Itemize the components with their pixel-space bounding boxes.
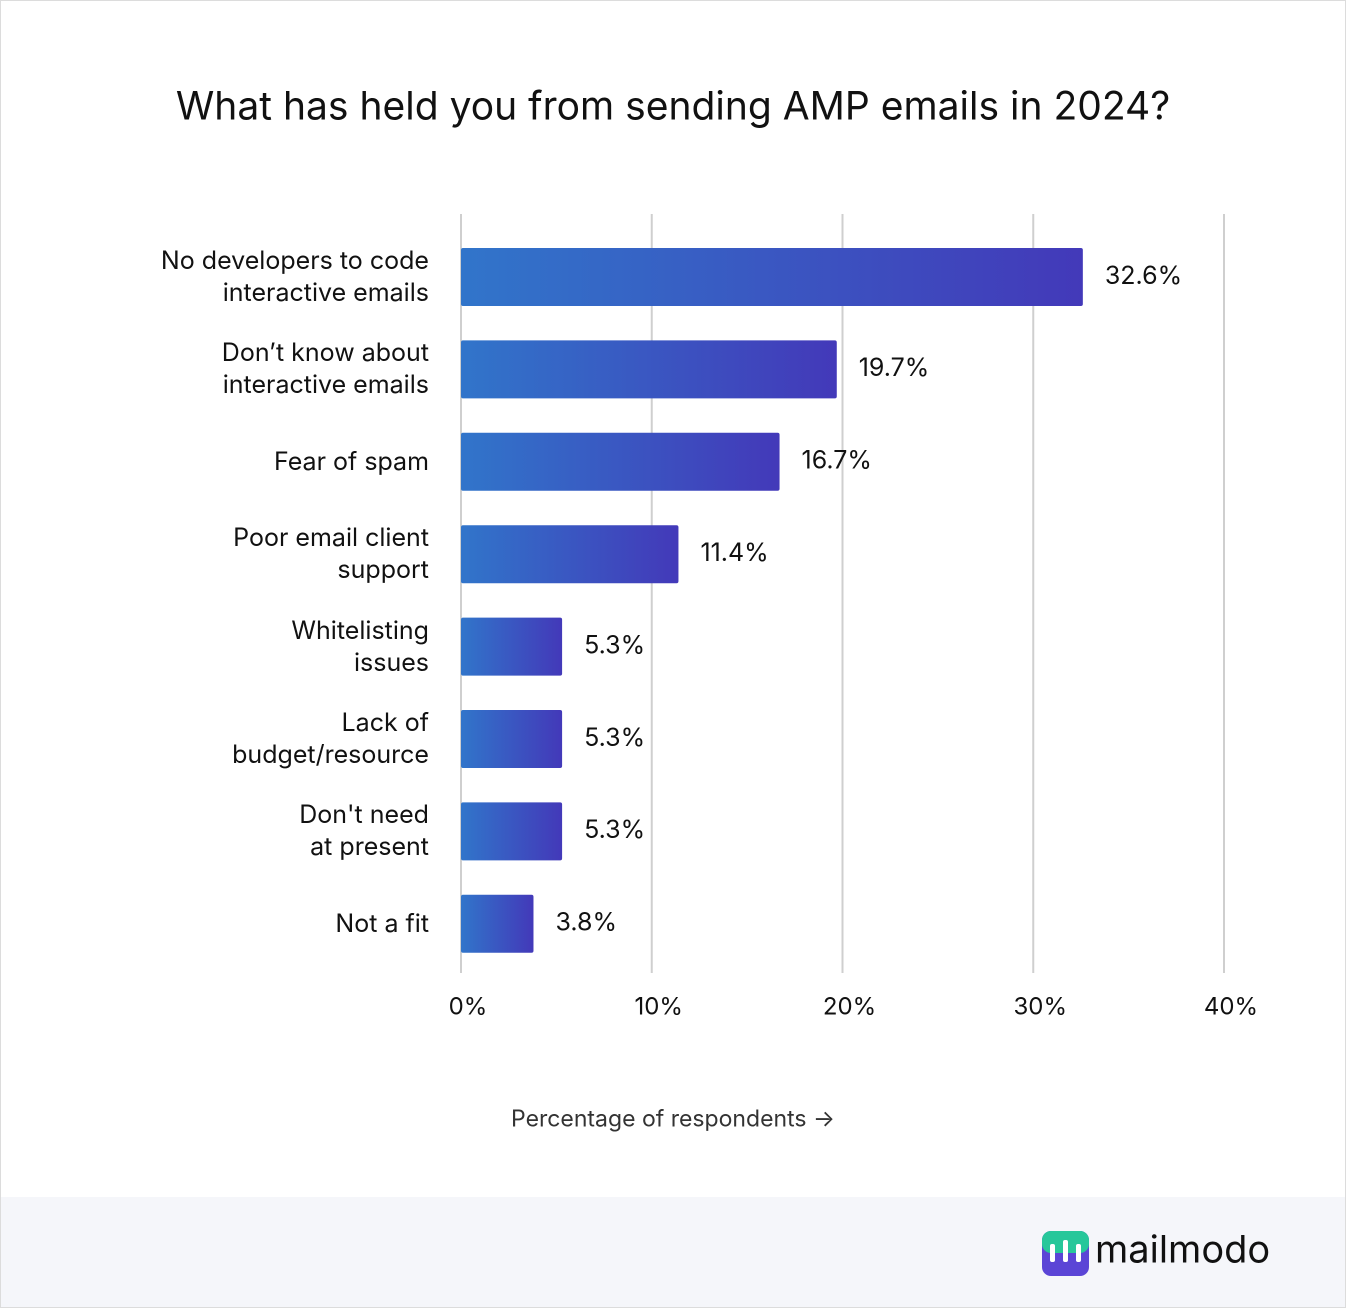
y-tick-label: No developers to code interactive emails bbox=[160, 246, 429, 308]
bar bbox=[461, 710, 563, 768]
bar bbox=[461, 340, 837, 399]
value-label: 32.6% bbox=[1105, 261, 1182, 291]
bar bbox=[461, 525, 679, 584]
logo bbox=[1042, 1231, 1089, 1276]
y-tick-label: Fear of spam bbox=[273, 446, 429, 477]
x-tick-label: 30% bbox=[1013, 992, 1067, 1021]
chart-title: What has held you from sending AMP email… bbox=[176, 83, 1170, 130]
y-tick-label: Whitelisting issues bbox=[291, 615, 429, 678]
x-tick-label: 20% bbox=[823, 992, 876, 1021]
bar bbox=[461, 248, 1083, 306]
x-tick-label: 40% bbox=[1204, 992, 1258, 1021]
bar bbox=[461, 617, 563, 676]
y-tick-label: Poor email client support bbox=[233, 523, 429, 586]
bar bbox=[461, 894, 534, 953]
footer bbox=[1, 1197, 1345, 1307]
x-tick-label: 10% bbox=[635, 992, 683, 1021]
y-tick-label: Don’t know about interactive emails bbox=[221, 338, 429, 401]
y-tick-label: Lack of budget/resource bbox=[232, 708, 429, 770]
value-label: 3.8% bbox=[555, 908, 617, 938]
value-label: 5.3% bbox=[584, 630, 645, 660]
bar bbox=[461, 802, 563, 861]
y-tick-label: Not a fit bbox=[335, 908, 429, 939]
value-label: 11.4% bbox=[700, 538, 768, 568]
value-label: 19.7% bbox=[859, 353, 930, 383]
bar bbox=[461, 432, 780, 491]
value-label: 5.3% bbox=[584, 815, 645, 845]
x-tick-label: 0% bbox=[449, 992, 488, 1021]
x-axis-label: Percentage of respondents → bbox=[511, 1104, 835, 1132]
value-label: 5.3% bbox=[584, 723, 645, 753]
value-label: 16.7% bbox=[802, 446, 872, 476]
y-tick-label: Don't need at present bbox=[299, 800, 429, 863]
brand: mailmodo bbox=[1095, 1226, 1270, 1272]
